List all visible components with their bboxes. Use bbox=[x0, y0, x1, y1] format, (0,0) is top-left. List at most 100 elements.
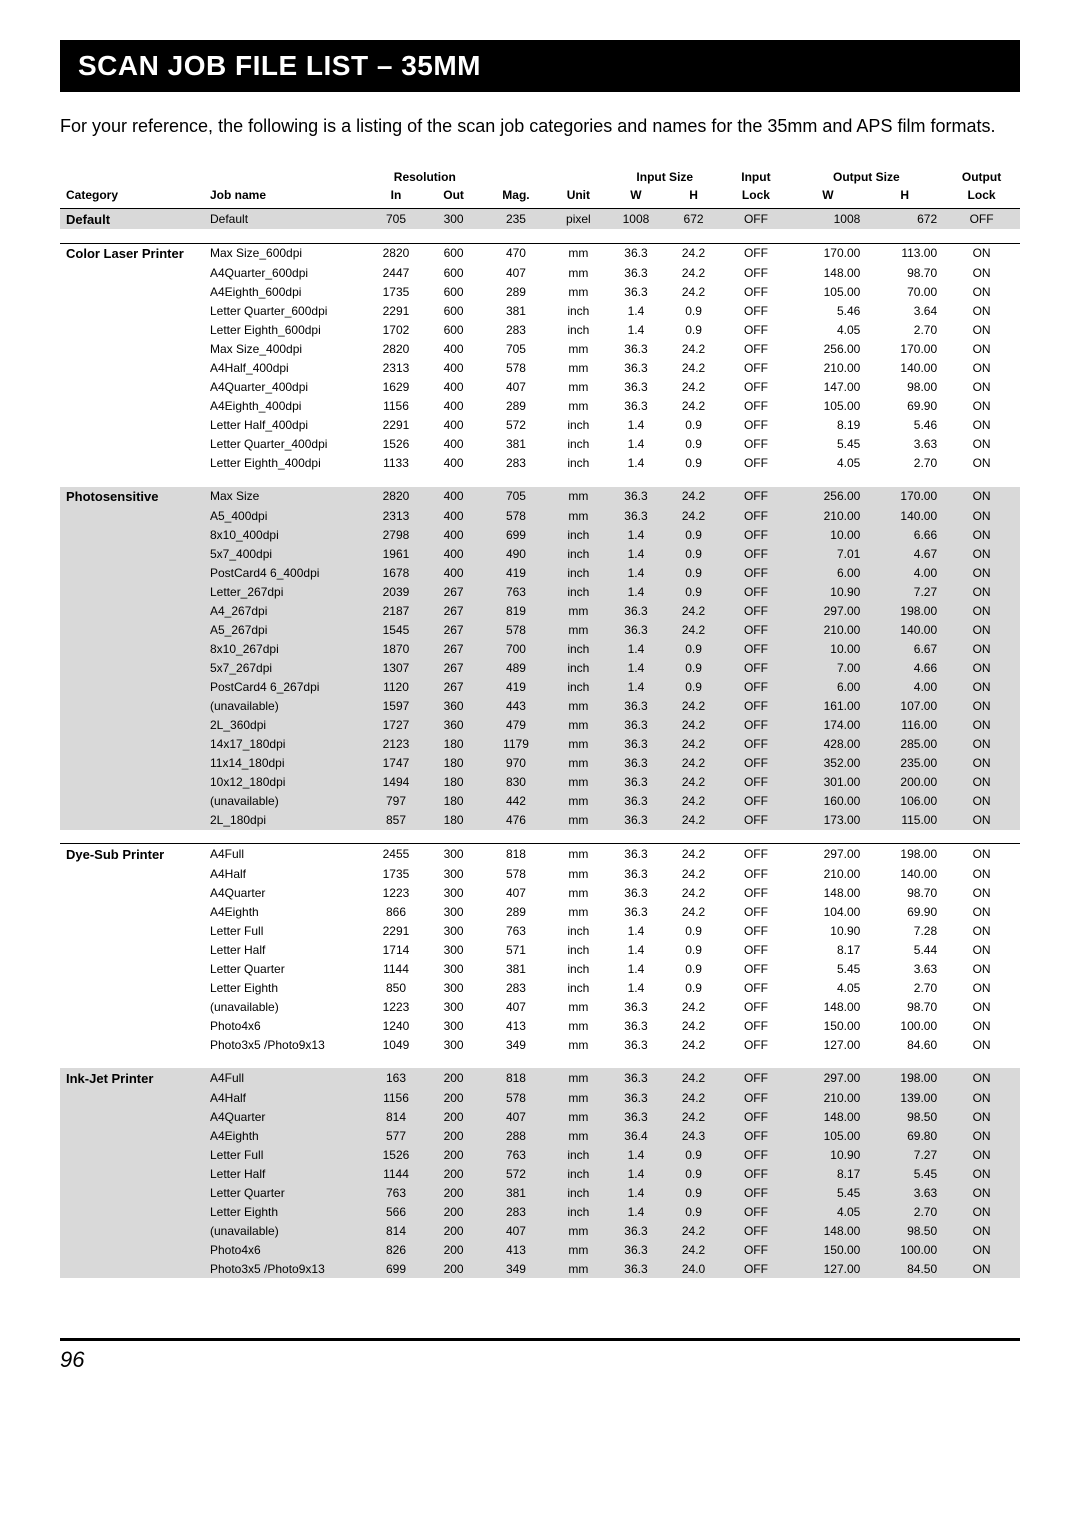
in-cell: 1049 bbox=[367, 1035, 425, 1054]
unit-cell: mm bbox=[550, 621, 608, 640]
ow-cell: 147.00 bbox=[790, 378, 867, 397]
col-olock: Lock bbox=[943, 184, 1020, 209]
oh-cell: 140.00 bbox=[866, 359, 943, 378]
unit-cell: mm bbox=[550, 1068, 608, 1088]
table-row: A4Eighth_400dpi1156400289mm36.324.2OFF10… bbox=[60, 397, 1020, 416]
col-input-size: Input Size bbox=[607, 166, 722, 184]
category-cell: Photosensitive bbox=[60, 487, 204, 507]
table-row: DefaultDefault705300235pixel1008672OFF10… bbox=[60, 209, 1020, 230]
ih-cell: 672 bbox=[665, 209, 723, 230]
mag-cell: 572 bbox=[482, 416, 549, 435]
table-row: A4Half1156200578mm36.324.2OFF210.00139.0… bbox=[60, 1088, 1020, 1107]
iw-cell: 36.3 bbox=[607, 773, 665, 792]
unit-cell: mm bbox=[550, 697, 608, 716]
iw-cell: 36.3 bbox=[607, 697, 665, 716]
mag-cell: 819 bbox=[482, 602, 549, 621]
ilock-cell: OFF bbox=[722, 378, 789, 397]
ilock-cell: OFF bbox=[722, 1107, 789, 1126]
ow-cell: 5.45 bbox=[790, 1183, 867, 1202]
oh-cell: 84.60 bbox=[866, 1035, 943, 1054]
table-row: A4Half_400dpi2313400578mm36.324.2OFF210.… bbox=[60, 359, 1020, 378]
ilock-cell: OFF bbox=[722, 545, 789, 564]
oh-cell: 198.00 bbox=[866, 844, 943, 864]
ilock-cell: OFF bbox=[722, 397, 789, 416]
table-row: A4Quarter1223300407mm36.324.2OFF148.0098… bbox=[60, 883, 1020, 902]
job-cell: Photo4x6 bbox=[204, 1240, 367, 1259]
mag-cell: 443 bbox=[482, 697, 549, 716]
out-cell: 300 bbox=[425, 883, 483, 902]
job-cell: Max Size_400dpi bbox=[204, 340, 367, 359]
ow-cell: 297.00 bbox=[790, 1068, 867, 1088]
ih-cell: 24.2 bbox=[665, 844, 723, 864]
job-cell: 5x7_400dpi bbox=[204, 545, 367, 564]
table-row: A4Quarter_400dpi1629400407mm36.324.2OFF1… bbox=[60, 378, 1020, 397]
oh-cell: 98.50 bbox=[866, 1221, 943, 1240]
ilock-cell: OFF bbox=[722, 659, 789, 678]
mag-cell: 419 bbox=[482, 564, 549, 583]
iw-cell: 1.4 bbox=[607, 978, 665, 997]
unit-cell: inch bbox=[550, 659, 608, 678]
unit-cell: mm bbox=[550, 244, 608, 264]
job-cell: Letter Quarter_400dpi bbox=[204, 435, 367, 454]
in-cell: 1727 bbox=[367, 716, 425, 735]
oh-cell: 198.00 bbox=[866, 1068, 943, 1088]
oh-cell: 115.00 bbox=[866, 811, 943, 830]
ilock-cell: OFF bbox=[722, 526, 789, 545]
olock-cell: ON bbox=[943, 359, 1020, 378]
olock-cell: ON bbox=[943, 864, 1020, 883]
job-cell: Max Size bbox=[204, 487, 367, 507]
ih-cell: 0.9 bbox=[665, 659, 723, 678]
in-cell: 814 bbox=[367, 1221, 425, 1240]
unit-cell: mm bbox=[550, 340, 608, 359]
unit-cell: inch bbox=[550, 416, 608, 435]
job-cell: Letter Half bbox=[204, 940, 367, 959]
olock-cell: ON bbox=[943, 397, 1020, 416]
ow-cell: 150.00 bbox=[790, 1240, 867, 1259]
ow-cell: 174.00 bbox=[790, 716, 867, 735]
mag-cell: 578 bbox=[482, 864, 549, 883]
out-cell: 300 bbox=[425, 844, 483, 864]
olock-cell: ON bbox=[943, 1035, 1020, 1054]
unit-cell: inch bbox=[550, 921, 608, 940]
col-resolution: Resolution bbox=[367, 166, 482, 184]
unit-cell: mm bbox=[550, 735, 608, 754]
olock-cell: ON bbox=[943, 716, 1020, 735]
ow-cell: 8.17 bbox=[790, 940, 867, 959]
ilock-cell: OFF bbox=[722, 735, 789, 754]
mag-cell: 407 bbox=[482, 378, 549, 397]
in-cell: 763 bbox=[367, 1183, 425, 1202]
olock-cell: ON bbox=[943, 1145, 1020, 1164]
job-cell: 8x10_267dpi bbox=[204, 640, 367, 659]
ow-cell: 5.45 bbox=[790, 959, 867, 978]
iw-cell: 1.4 bbox=[607, 1202, 665, 1221]
ilock-cell: OFF bbox=[722, 902, 789, 921]
mag-cell: 489 bbox=[482, 659, 549, 678]
oh-cell: 4.00 bbox=[866, 564, 943, 583]
unit-cell: mm bbox=[550, 1126, 608, 1145]
in-cell: 1961 bbox=[367, 545, 425, 564]
out-cell: 180 bbox=[425, 811, 483, 830]
ih-cell: 24.2 bbox=[665, 1088, 723, 1107]
olock-cell: ON bbox=[943, 1202, 1020, 1221]
in-cell: 2039 bbox=[367, 583, 425, 602]
unit-cell: mm bbox=[550, 1016, 608, 1035]
olock-cell: ON bbox=[943, 1107, 1020, 1126]
unit-cell: mm bbox=[550, 811, 608, 830]
in-cell: 814 bbox=[367, 1107, 425, 1126]
ih-cell: 24.2 bbox=[665, 359, 723, 378]
mag-cell: 413 bbox=[482, 1016, 549, 1035]
iw-cell: 1.4 bbox=[607, 302, 665, 321]
mag-cell: 830 bbox=[482, 773, 549, 792]
ilock-cell: OFF bbox=[722, 978, 789, 997]
oh-cell: 100.00 bbox=[866, 1016, 943, 1035]
unit-cell: mm bbox=[550, 602, 608, 621]
iw-cell: 36.3 bbox=[607, 1259, 665, 1278]
job-cell: Letter Eighth_400dpi bbox=[204, 454, 367, 473]
in-cell: 566 bbox=[367, 1202, 425, 1221]
oh-cell: 170.00 bbox=[866, 340, 943, 359]
olock-cell: ON bbox=[943, 244, 1020, 264]
unit-cell: mm bbox=[550, 716, 608, 735]
olock-cell: ON bbox=[943, 659, 1020, 678]
job-cell: 8x10_400dpi bbox=[204, 526, 367, 545]
table-row: Letter Full1526200763inch1.40.9OFF10.907… bbox=[60, 1145, 1020, 1164]
